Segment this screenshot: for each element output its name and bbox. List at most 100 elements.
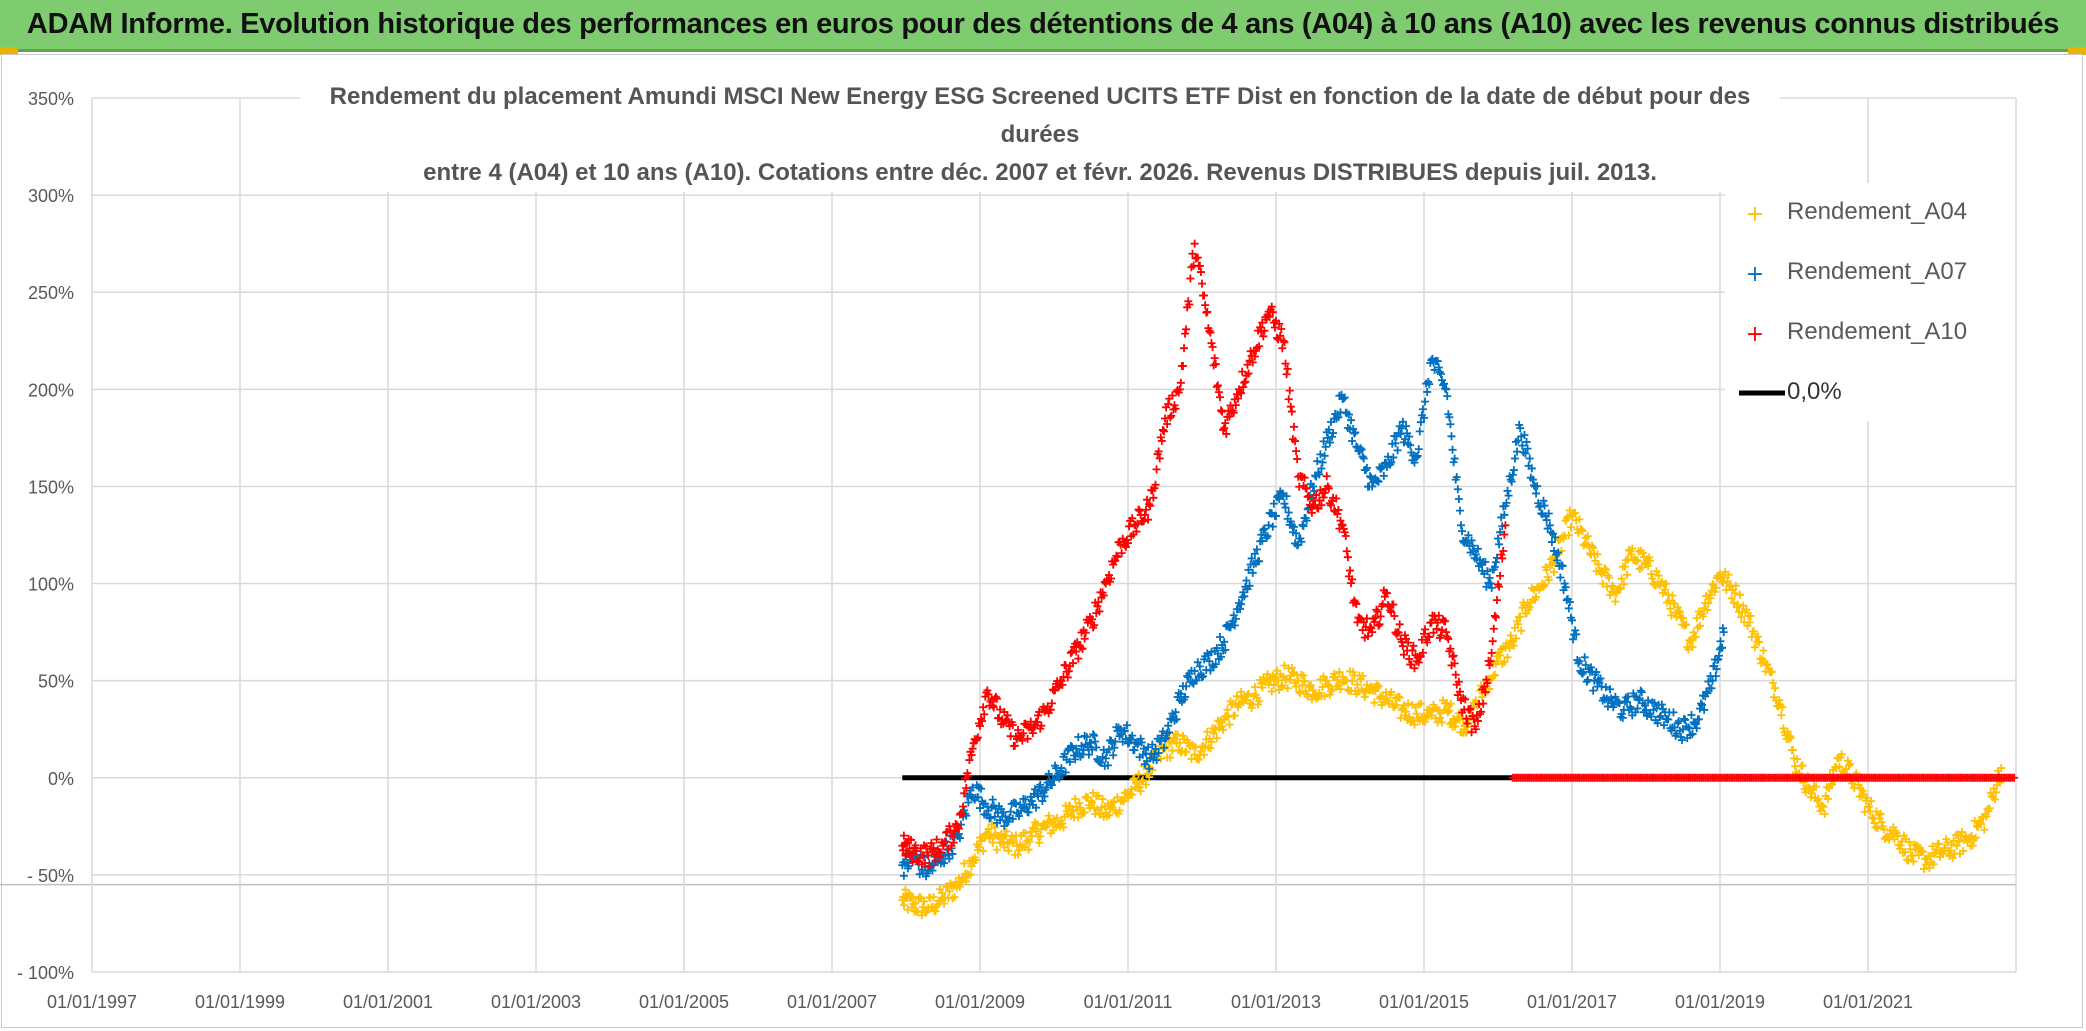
point-rendement-a10: [1289, 422, 1298, 431]
point-rendement-a10: [1028, 729, 1037, 738]
point-rendement-a07: [923, 869, 932, 878]
point-rendement-a07: [1582, 677, 1591, 686]
point-rendement-a10: [1398, 642, 1407, 651]
point-rendement-a10: [1300, 473, 1309, 482]
point-rendement-a04: [1509, 641, 1518, 650]
point-rendement-a04: [1737, 613, 1746, 622]
point-rendement-a10: [1278, 344, 1287, 353]
point-rendement-a07: [1607, 694, 1616, 703]
point-rendement-a04: [1946, 846, 1955, 855]
point-rendement-a04: [1964, 835, 1973, 844]
point-rendement-a07: [1473, 544, 1482, 553]
point-rendement-a04: [1575, 515, 1584, 524]
point-rendement-a04: [1723, 577, 1732, 586]
point-rendement-a10: [1200, 291, 1209, 300]
point-rendement-a10: [1463, 719, 1472, 728]
point-rendement-a10: [1498, 554, 1507, 563]
point-rendement-a07: [1082, 733, 1091, 742]
point-rendement-a10: [1446, 644, 1455, 653]
point-rendement-a04: [1801, 788, 1810, 797]
point-rendement-a04: [1353, 680, 1362, 689]
point-rendement-a10: [1054, 683, 1063, 692]
point-rendement-a04: [1818, 802, 1827, 811]
point-rendement-a07: [1359, 454, 1368, 463]
point-rendement-a10: [1371, 613, 1380, 622]
point-rendement-a07: [1348, 437, 1357, 446]
point-rendement-a10: [1436, 631, 1445, 640]
point-rendement-a04: [1616, 584, 1625, 593]
point-rendement-a04: [1392, 700, 1401, 709]
point-rendement-a04: [1446, 699, 1455, 708]
point-rendement-a10: [1302, 484, 1311, 493]
point-rendement-a10: [1281, 359, 1290, 368]
point-rendement-a10: [1190, 239, 1199, 248]
point-rendement-a10: [1248, 358, 1257, 367]
point-rendement-a04: [1243, 690, 1252, 699]
point-rendement-a04: [1647, 570, 1656, 579]
point-rendement-a10: [1341, 532, 1350, 541]
point-rendement-a04: [1503, 653, 1512, 662]
legend-item-a04: + Rendement_A04: [1725, 193, 2015, 233]
point-rendement-a04: [1952, 841, 1961, 850]
point-rendement-a04: [1025, 837, 1034, 846]
point-rendement-a04: [1335, 668, 1344, 677]
point-rendement-a04: [1827, 781, 1835, 790]
point-rendement-a07: [1542, 516, 1551, 525]
point-rendement-a10: [899, 831, 908, 840]
point-rendement-a07: [1000, 821, 1009, 830]
point-rendement-a10: [978, 717, 987, 726]
point-rendement-a07: [1502, 498, 1511, 507]
point-rendement-a10: [1204, 324, 1213, 333]
point-rendement-a07: [1440, 379, 1449, 388]
point-rendement-a04: [1511, 634, 1520, 643]
point-rendement-a07: [1077, 741, 1086, 750]
point-rendement-a04: [1445, 706, 1454, 715]
point-rendement-a04: [1517, 626, 1526, 635]
point-rendement-a07: [1098, 752, 1107, 761]
point-rendement-a10: [1315, 496, 1324, 505]
point-rendement-a07: [1425, 380, 1434, 389]
point-rendement-a04: [1349, 668, 1358, 677]
point-rendement-a04: [1926, 852, 1935, 861]
point-rendement-a04: [1128, 790, 1137, 799]
point-rendement-a04: [917, 911, 926, 920]
point-rendement-a07: [1655, 713, 1664, 722]
point-rendement-a04: [1516, 612, 1525, 621]
point-rendement-a04: [1021, 829, 1030, 838]
point-rendement-a07: [1090, 731, 1099, 740]
point-rendement-a10: [1291, 437, 1300, 446]
point-rendement-a07: [1457, 521, 1465, 530]
point-rendement-a10: [1333, 510, 1342, 519]
point-rendement-a04: [1319, 672, 1328, 681]
point-rendement-a04: [1666, 604, 1675, 613]
point-rendement-a10: [1171, 404, 1180, 413]
point-rendement-a10: [1149, 493, 1158, 502]
point-rendement-a07: [1143, 757, 1152, 766]
point-rendement-a07: [1642, 706, 1650, 715]
point-rendement-a10: [1176, 378, 1185, 387]
point-rendement-a04: [1287, 663, 1296, 672]
y-tick-label: 350%: [28, 89, 74, 109]
point-rendement-a04: [1088, 798, 1097, 807]
point-rendement-a04: [1901, 848, 1909, 857]
point-rendement-a10: [1286, 402, 1295, 411]
point-rendement-a07: [1236, 604, 1245, 613]
point-rendement-a07: [1021, 795, 1030, 804]
point-rendement-a04: [908, 892, 917, 901]
point-rendement-a10: [1186, 274, 1195, 283]
point-rendement-a04: [1905, 838, 1914, 847]
point-rendement-a04: [1035, 838, 1044, 847]
point-rendement-a04: [1402, 707, 1411, 716]
point-rendement-a04: [1934, 840, 1943, 849]
point-rendement-a07: [1092, 743, 1101, 752]
point-rendement-a07: [1637, 688, 1646, 697]
point-rendement-a10: [980, 710, 989, 719]
point-rendement-a04: [1928, 842, 1937, 851]
point-rendement-a04: [1563, 512, 1572, 521]
point-rendement-a07: [1414, 445, 1423, 454]
point-rendement-a10: [1287, 407, 1296, 416]
point-rendement-a07: [1139, 744, 1148, 753]
point-rendement-a07: [1500, 510, 1509, 519]
point-rendement-a10: [1008, 720, 1017, 729]
point-rendement-a07: [1133, 740, 1142, 749]
